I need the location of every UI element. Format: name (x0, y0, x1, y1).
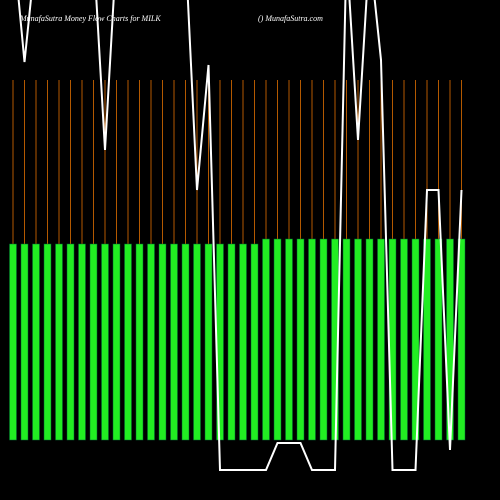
chart-subtitle: () MunafaSutra.com (258, 14, 323, 23)
bar (135, 243, 144, 441)
bar (273, 238, 282, 441)
bar (32, 243, 40, 441)
bar (308, 238, 316, 441)
bar (377, 238, 385, 441)
bar (78, 243, 86, 441)
bar (342, 238, 351, 441)
bar (296, 238, 305, 441)
bar (250, 243, 259, 441)
bar (193, 243, 201, 441)
flow-line (17, 0, 463, 471)
bar (112, 243, 121, 441)
bar (147, 243, 155, 441)
bar (457, 238, 466, 441)
bar (181, 243, 190, 441)
bar (20, 243, 29, 441)
bar (365, 238, 374, 441)
bar (170, 243, 178, 441)
bar (262, 238, 270, 441)
bar (411, 238, 420, 441)
bar (227, 243, 236, 441)
bar (400, 238, 408, 441)
bar (204, 243, 213, 441)
bar (101, 243, 109, 441)
bar (158, 243, 167, 441)
bar (423, 238, 431, 441)
bar (55, 243, 63, 441)
bar (9, 243, 17, 441)
bar (354, 238, 362, 441)
bar (66, 243, 75, 441)
bar (239, 243, 247, 441)
chart-title: MunafaSutra Money Flow Charts for MILK (19, 14, 161, 23)
bar (124, 243, 132, 441)
bar (89, 243, 98, 441)
bar (434, 238, 443, 441)
bar (43, 243, 52, 441)
bar (285, 238, 293, 441)
bar (319, 238, 328, 441)
